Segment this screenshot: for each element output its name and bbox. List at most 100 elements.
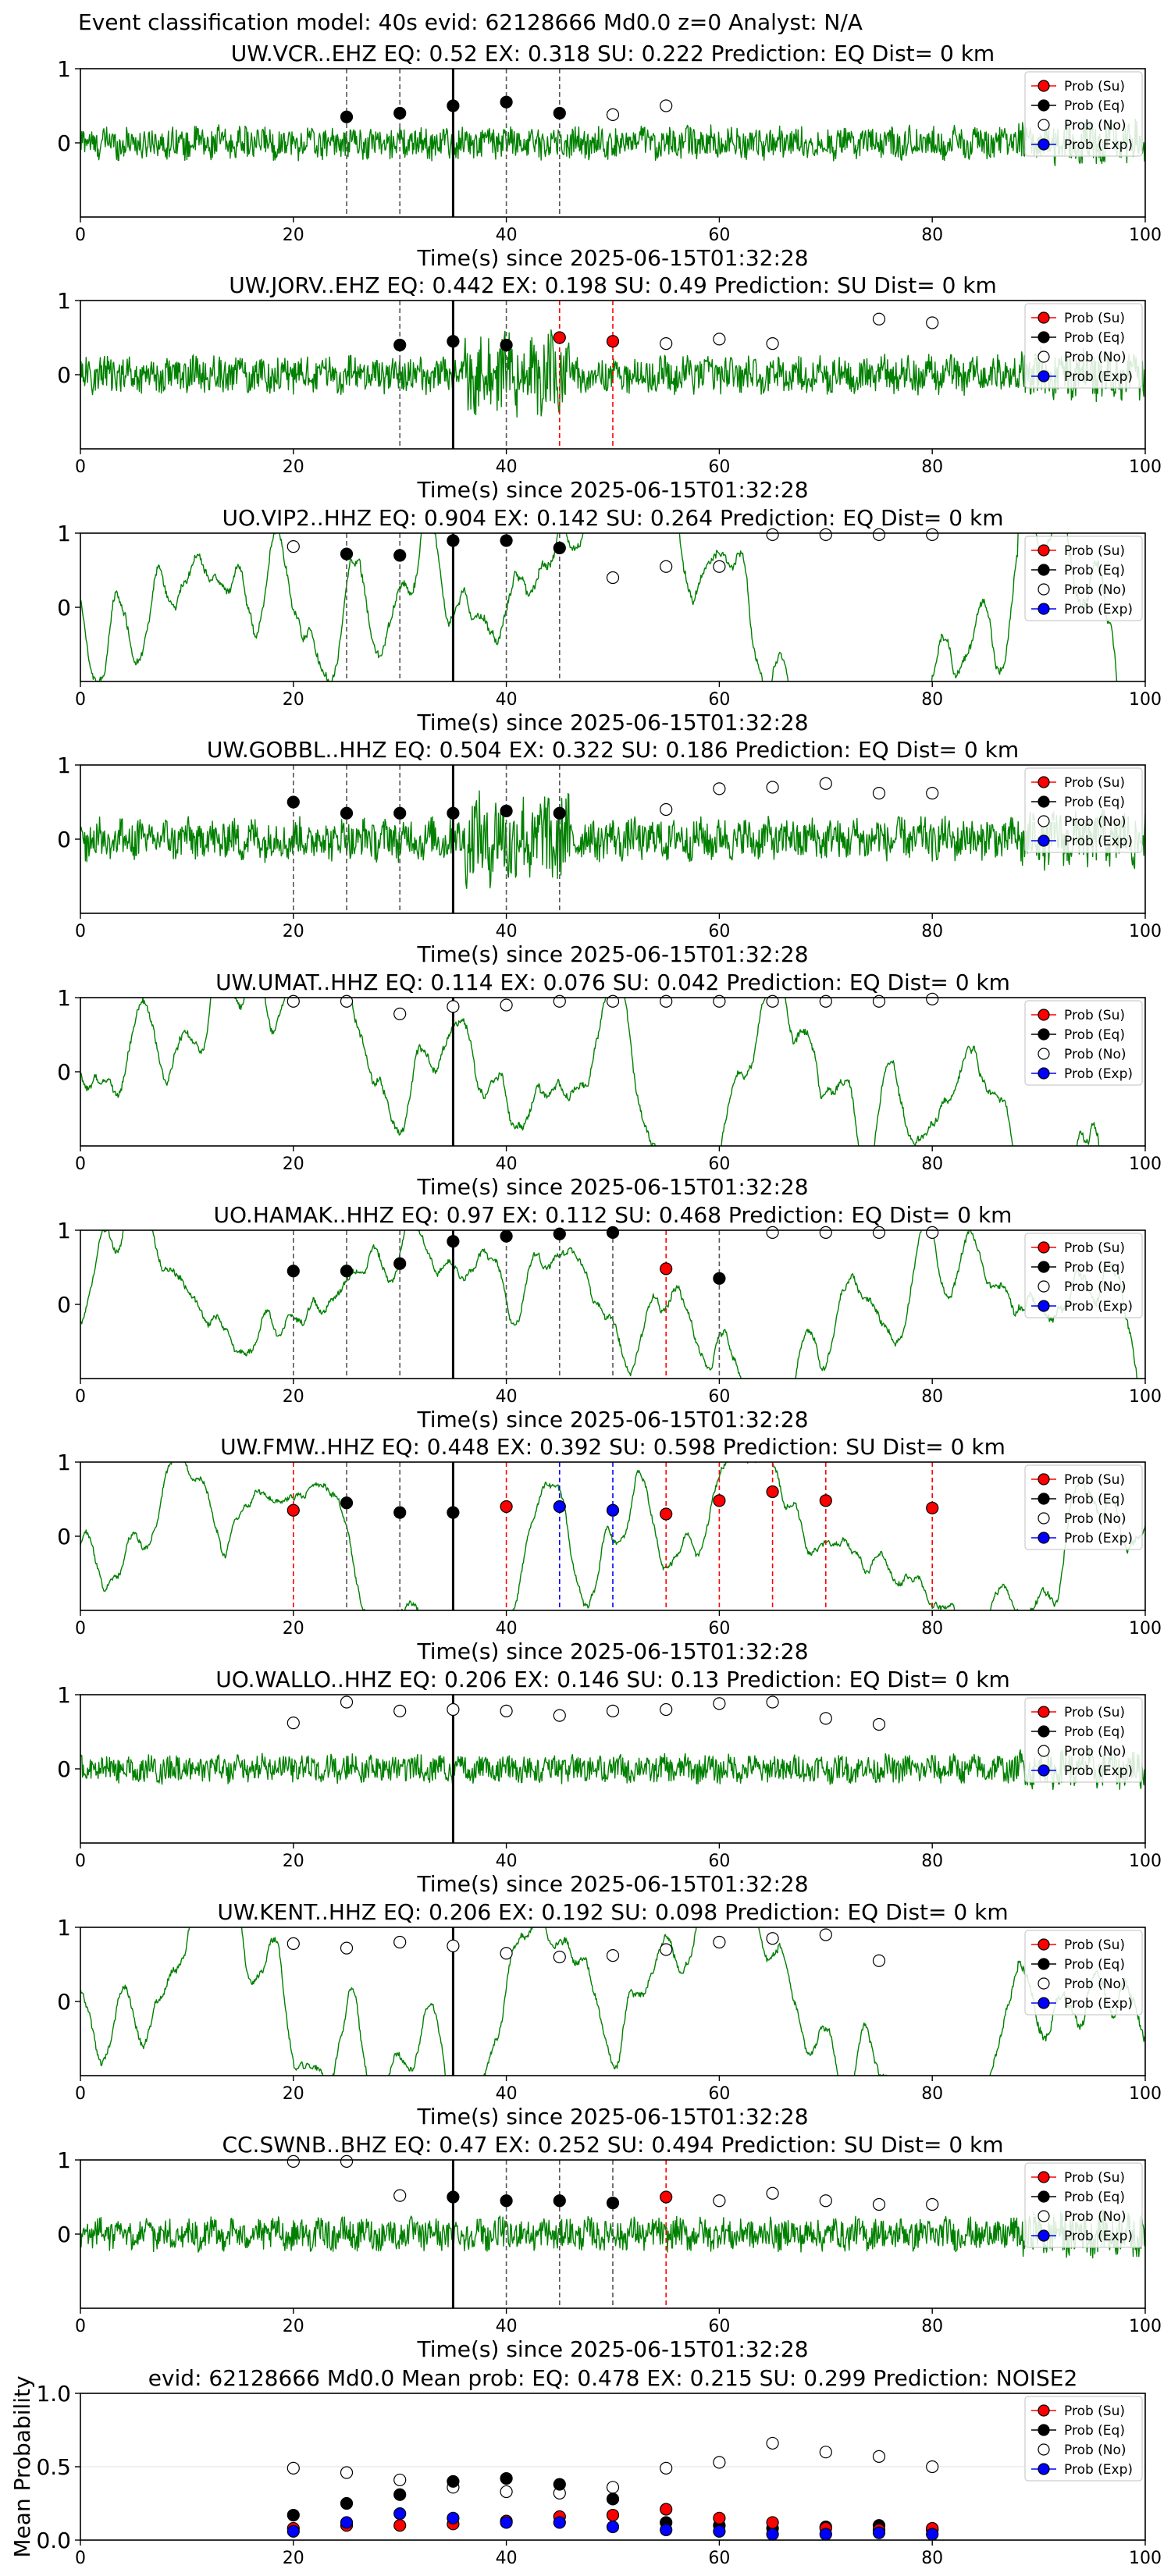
waveform-trace: [80, 1749, 1145, 1791]
x-tick-label: 80: [921, 226, 943, 245]
x-tick-label: 20: [283, 1852, 304, 1871]
legend-label: Prob (Exp): [1064, 1531, 1133, 1546]
prob-point-eq: [340, 110, 354, 123]
x-tick-label: 0: [75, 1387, 86, 1407]
legend-label: Prob (Eq): [1064, 795, 1125, 810]
panel-title: UW.FMW..HHZ EQ: 0.448 EX: 0.392 SU: 0.59…: [220, 1434, 1005, 1460]
prob-point-no: [553, 1709, 566, 1722]
legend-box: [1024, 303, 1143, 389]
prob-point-no: [500, 2485, 513, 2499]
prob-point-no: [500, 998, 513, 1012]
prob-point-no: [606, 2481, 620, 2494]
legend-marker-no: [1038, 1048, 1050, 1060]
legend-marker-su: [1038, 1938, 1050, 1951]
prob-point-exp: [393, 2507, 407, 2521]
prob-point-eq: [606, 2197, 620, 2210]
legend-label: Prob (No): [1064, 350, 1127, 365]
prob-point-no: [766, 1226, 779, 1239]
prob-point-eq: [393, 338, 407, 352]
y-tick-label: 0: [57, 827, 71, 852]
legend-label: Prob (No): [1064, 118, 1127, 133]
waveform-trace: [80, 1927, 1145, 2076]
prob-point-eq: [500, 2471, 513, 2485]
legend-marker-no: [1038, 1745, 1050, 1757]
y-tick-label: 1: [57, 1450, 71, 1475]
legend-marker-su: [1038, 1241, 1050, 1254]
prob-point-su: [766, 1485, 779, 1499]
legend-label: Prob (No): [1064, 1279, 1127, 1295]
prob-point-no: [660, 1943, 673, 1956]
x-tick-label: 80: [921, 690, 943, 710]
panel-3: UO.VIP2..HHZ EQ: 0.904 EX: 0.142 SU: 0.2…: [57, 505, 1162, 735]
prob-point-no: [819, 1928, 832, 1941]
prob-point-no: [660, 560, 673, 573]
panels: UW.VCR..EHZ EQ: 0.52 EX: 0.318 SU: 0.222…: [9, 41, 1162, 2568]
x-tick-label: 60: [708, 2084, 730, 2104]
legend-marker-exp: [1038, 370, 1050, 382]
x-tick-label: 80: [921, 1155, 943, 1174]
panel-title: UO.WALLO..HHZ EQ: 0.206 EX: 0.146 SU: 0.…: [215, 1667, 1009, 1692]
prob-point-no: [713, 994, 726, 1008]
prob-point-no: [819, 2194, 832, 2208]
legend-label: Prob (Eq): [1064, 2423, 1125, 2439]
prob-point-eq: [393, 2488, 407, 2501]
prob-point-eq: [500, 338, 513, 352]
prob-point-eq: [447, 1235, 460, 1248]
prob-point-no: [926, 1226, 939, 1239]
x-tick-label: 0: [75, 690, 86, 710]
x-axis-label: Time(s) since 2025-06-15T01:32:28: [416, 1407, 808, 1432]
prob-point-no: [340, 1695, 354, 1709]
x-tick-label: 0: [75, 922, 86, 941]
x-tick-label: 100: [1129, 922, 1162, 941]
x-tick-label: 0: [75, 457, 86, 477]
x-tick-label: 20: [283, 690, 304, 710]
prob-point-no: [447, 1939, 460, 1952]
panel-title: UW.JORV..EHZ EQ: 0.442 EX: 0.198 SU: 0.4…: [229, 272, 997, 298]
waveform-trace: [80, 2208, 1145, 2259]
prob-point-no: [713, 560, 726, 573]
prob-point-su: [713, 1494, 726, 1507]
prob-point-no: [872, 994, 886, 1008]
prob-point-eq: [447, 1506, 460, 1519]
prob-point-no: [713, 1697, 726, 1710]
prob-point-no: [660, 2461, 673, 2475]
prob-point-eq: [287, 2508, 300, 2522]
x-tick-label: 80: [921, 1852, 943, 1871]
legend-label: Prob (Exp): [1064, 2229, 1133, 2244]
legend-marker-su: [1038, 2171, 1050, 2183]
legend-box: [1024, 535, 1143, 621]
prob-point-exp: [606, 1503, 620, 1517]
x-tick-label: 60: [708, 226, 730, 245]
prob-point-su: [819, 1494, 832, 1507]
prob-point-exp: [447, 2511, 460, 2524]
prob-point-su: [660, 2503, 673, 2516]
legend-label: Prob (Exp): [1064, 369, 1133, 385]
prob-point-no: [766, 528, 779, 542]
legend-marker-su: [1038, 311, 1050, 324]
panel-10: CC.SWNB..BHZ EQ: 0.47 EX: 0.252 SU: 0.49…: [57, 2132, 1162, 2362]
x-axis-label: Time(s) since 2025-06-15T01:32:28: [416, 941, 808, 967]
prob-point-exp: [766, 2528, 779, 2541]
y-tick-label: 0.5: [36, 2454, 71, 2480]
x-tick-label: 40: [496, 2549, 518, 2568]
y-tick-label: 1.0: [36, 2381, 71, 2407]
x-axis-label: Time(s) since 2025-06-15T01:32:28: [416, 1174, 808, 1200]
panel-title: evid: 62128666 Md0.0 Mean prob: EQ: 0.47…: [148, 2365, 1078, 2391]
panel-title: UW.VCR..EHZ EQ: 0.52 EX: 0.318 SU: 0.222…: [231, 41, 995, 66]
legend-label: Prob (Exp): [1064, 2462, 1133, 2478]
figure-title: Event classification model: 40s evid: 62…: [78, 9, 863, 35]
panel-title: UW.GOBBL..HHZ EQ: 0.504 EX: 0.322 SU: 0.…: [207, 737, 1019, 763]
legend-label: Prob (Eq): [1064, 1027, 1125, 1043]
panel-11: evid: 62128666 Md0.0 Mean prob: EQ: 0.47…: [9, 2365, 1162, 2568]
legend-marker-exp: [1038, 2229, 1050, 2242]
legend-label: Prob (Su): [1064, 79, 1125, 94]
x-tick-label: 80: [921, 457, 943, 477]
legend-label: Prob (Su): [1064, 311, 1125, 326]
prob-point-exp: [713, 2524, 726, 2538]
prob-point-no: [926, 528, 939, 542]
prob-point-su: [287, 1503, 300, 1517]
prob-point-eq: [287, 1265, 300, 1278]
x-tick-label: 60: [708, 922, 730, 941]
prob-point-eq: [553, 106, 566, 120]
